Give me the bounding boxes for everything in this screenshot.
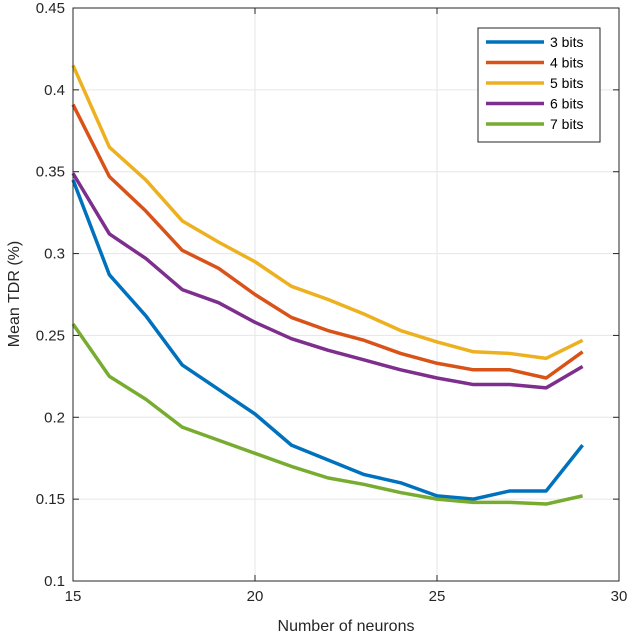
series-layer <box>71 64 584 506</box>
series-line-5 <box>71 322 583 506</box>
y-tick-label: 0.3 <box>44 246 65 263</box>
legend-label-2: 4 bits <box>550 55 583 71</box>
y-tick-label: 0.4 <box>44 82 65 99</box>
tick-labels: 15 20 25 30 0.1 0.15 0.2 0.25 0.3 0.35 0.4 0.45 <box>36 0 628 605</box>
series-line-3 <box>71 64 584 361</box>
legend: 3 bits 4 bits 5 bits 6 bits 7 bits <box>477 27 601 143</box>
legend-label-1: 3 bits <box>550 34 583 50</box>
y-tick-label: 0.45 <box>36 0 65 17</box>
x-tick-label: 15 <box>65 588 82 605</box>
legend-label-4: 6 bits <box>550 96 583 112</box>
x-tick-label: 25 <box>429 588 446 605</box>
y-tick-label: 0.15 <box>36 491 65 508</box>
y-tick-label: 0.2 <box>44 409 65 426</box>
x-tick-label: 30 <box>611 588 628 605</box>
series-line-4 <box>71 172 584 390</box>
legend-label-3: 5 bits <box>550 75 583 91</box>
y-tick-label: 0.35 <box>36 164 65 181</box>
x-tick-label: 20 <box>247 588 264 605</box>
series-line-2 <box>71 103 584 380</box>
y-tick-label: 0.25 <box>36 327 65 344</box>
plot-frame <box>72 7 620 582</box>
y-axis-label: Mean TDR (%) <box>6 241 23 347</box>
y-tick-label: 0.1 <box>44 573 65 590</box>
ticks <box>72 7 620 582</box>
x-axis-label: Number of neurons <box>278 618 415 635</box>
series-line-1 <box>71 179 584 501</box>
legend-label-5: 7 bits <box>550 116 583 132</box>
